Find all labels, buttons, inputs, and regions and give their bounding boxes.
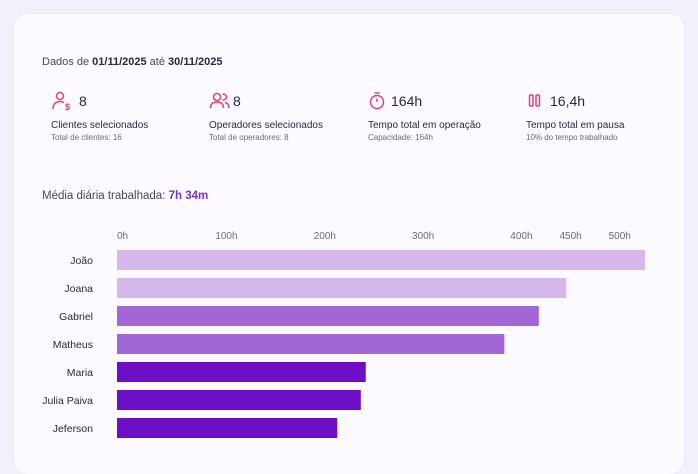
bar[interactable]	[117, 306, 539, 326]
x-tick-label: 500h	[609, 231, 631, 242]
x-tick-label: 300h	[412, 231, 434, 242]
stat-title: Tempo total em pausa	[526, 120, 625, 131]
bar[interactable]	[117, 390, 361, 410]
bar[interactable]	[117, 278, 567, 298]
stat-clients: $ 8 Clientes selecionados Total de clien…	[51, 80, 186, 154]
stat-subtitle: Total de operadores: 8	[209, 133, 289, 142]
category-label: Matheus	[53, 339, 93, 351]
daily-average: Média diária trabalhada: 7h 34m	[42, 190, 208, 202]
date-range: Dados de 01/11/2025 até 30/11/2025	[42, 56, 222, 68]
stat-subtitle: 10% do tempo trabalhado	[526, 133, 618, 142]
daily-average-value: 7h 34m	[168, 190, 209, 202]
x-tick-label: 450h	[559, 231, 581, 242]
date-range-start: 01/11/2025	[92, 56, 147, 68]
stat-value: 164h	[391, 93, 423, 109]
category-label: Gabriel	[59, 311, 93, 323]
x-tick-label: 400h	[510, 231, 532, 242]
date-range-prefix: Dados de	[42, 56, 90, 68]
x-tick-label: 0h	[117, 231, 128, 242]
daily-average-label: Média diária trabalhada:	[42, 190, 166, 202]
hours-bar-chart: 0h 100h 200h 300h 400h 450h 500h João Joana Gabri…	[42, 231, 645, 438]
stat-value: 8	[79, 93, 87, 109]
pause-icon	[528, 94, 541, 107]
bar[interactable]	[117, 250, 645, 270]
stat-subtitle: Total de clientes: 16	[51, 133, 122, 142]
stat-value: 8	[233, 93, 241, 109]
category-label: Maria	[67, 367, 93, 379]
stopwatch-icon	[369, 92, 385, 110]
x-tick-label: 100h	[215, 231, 237, 242]
category-label: Julia Paiva	[42, 395, 93, 407]
stat-subtitle: Capacidade: 164h	[368, 133, 433, 142]
stat-pause-time: 16,4h Tempo total em pausa 10% do tempo …	[526, 80, 656, 154]
bar[interactable]	[117, 362, 366, 382]
stat-value: 16,4h	[550, 93, 586, 109]
category-label: Jeferson	[53, 423, 93, 435]
stat-operators: 8 Operadores selecionados Total de opera…	[209, 80, 344, 154]
stat-title: Tempo total em operação	[368, 120, 481, 131]
category-label: João	[70, 255, 93, 267]
bar[interactable]	[117, 418, 338, 438]
date-range-end: 30/11/2025	[168, 56, 223, 68]
stat-operation-time: 164h Tempo total em operação Capacidade:…	[368, 80, 498, 154]
date-range-connector: até	[149, 56, 165, 68]
category-label: Joana	[64, 283, 93, 295]
svg-text:$: $	[65, 102, 70, 112]
client-money-icon: $	[52, 91, 70, 112]
x-tick-label: 200h	[314, 231, 336, 242]
stat-title: Clientes selecionados	[51, 120, 149, 131]
users-icon	[209, 92, 230, 109]
bar[interactable]	[117, 334, 505, 354]
stat-title: Operadores selecionados	[209, 120, 323, 131]
